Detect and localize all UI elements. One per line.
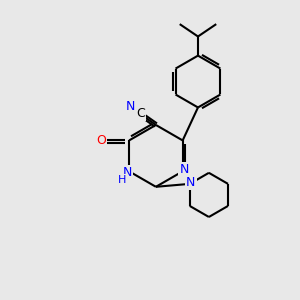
Text: N: N xyxy=(186,176,196,189)
Text: N: N xyxy=(125,100,135,113)
Text: O: O xyxy=(96,134,106,147)
Text: H: H xyxy=(118,175,126,184)
Text: C: C xyxy=(136,107,145,121)
Text: N: N xyxy=(179,164,189,176)
Text: N: N xyxy=(123,166,132,179)
